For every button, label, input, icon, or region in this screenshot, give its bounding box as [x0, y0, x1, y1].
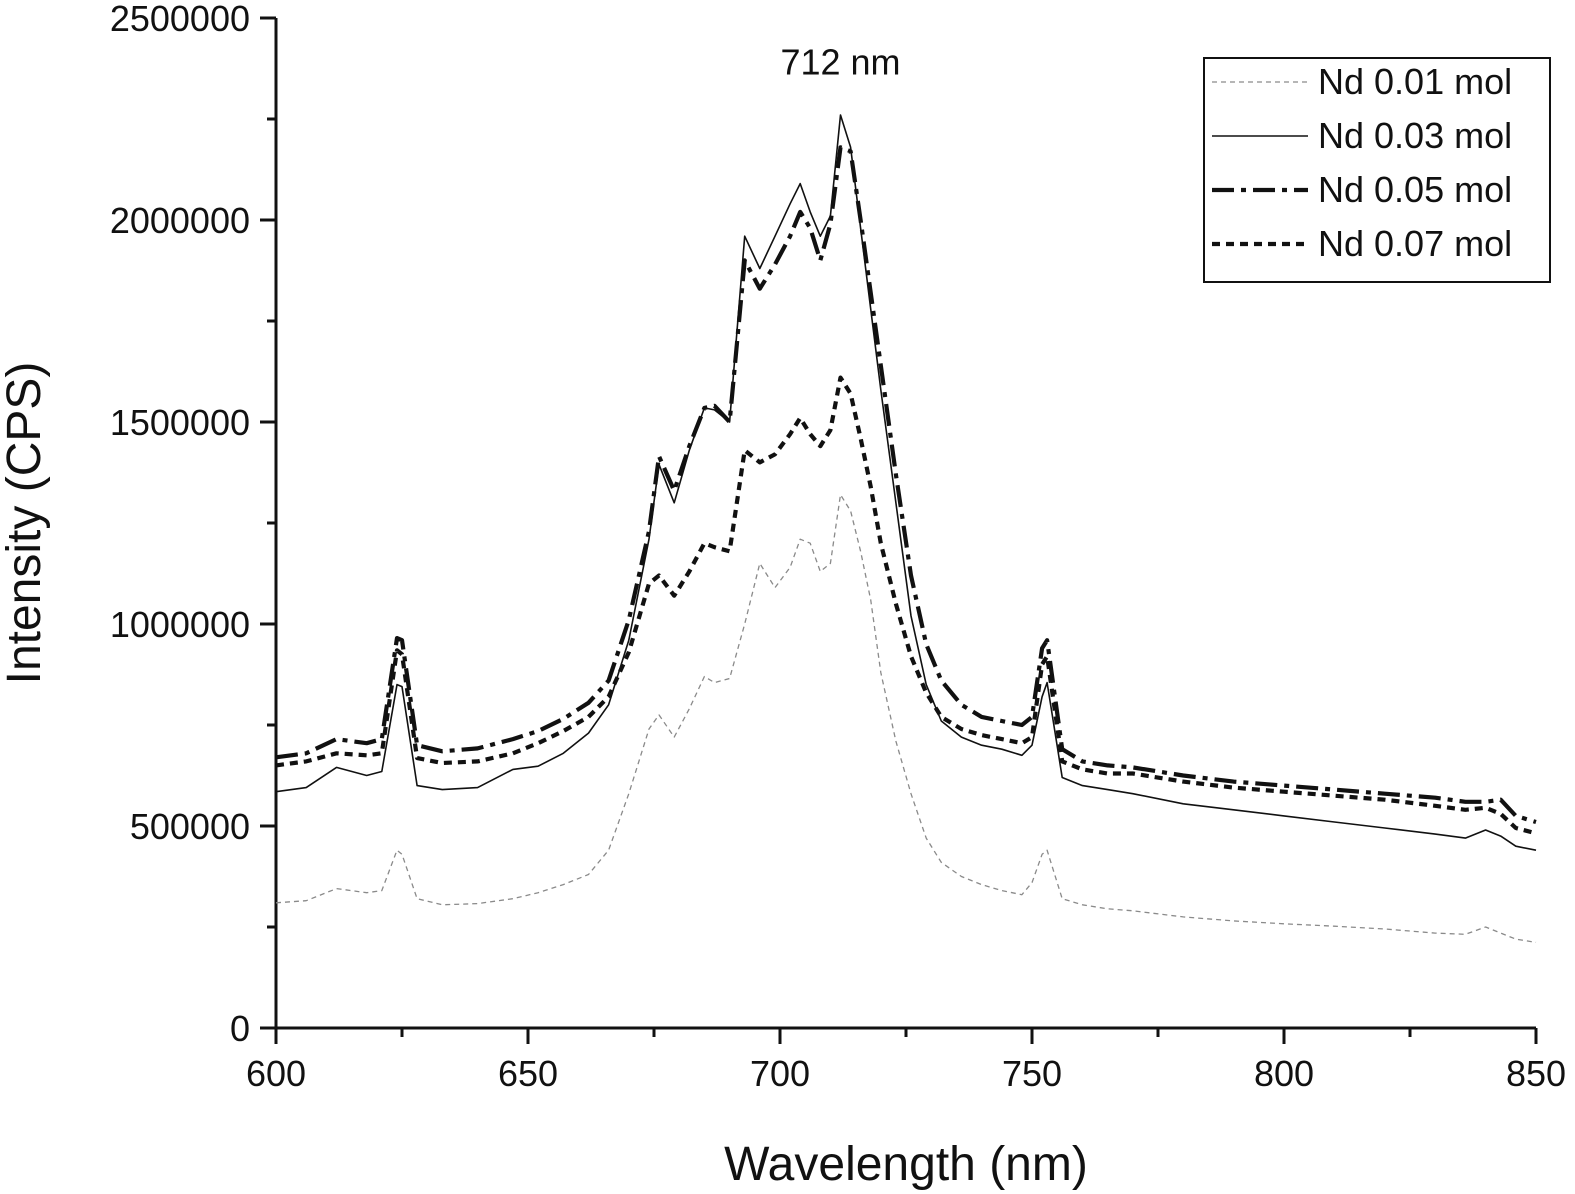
series-lines — [275, 114, 1537, 944]
series-line-3 — [275, 145, 1537, 825]
axes: 600 650 700 750 800 850 0 500000 1000000 1500000 2… — [110, 0, 1566, 1094]
y-tick-label: 2500000 — [110, 0, 250, 39]
y-tick-label: 1000000 — [110, 604, 250, 645]
x-tick-label: 600 — [246, 1053, 306, 1094]
legend-label: Nd 0.07 mol — [1318, 223, 1512, 264]
peak-annotation: 712 nm — [780, 42, 900, 83]
series-line-2 — [275, 114, 1537, 851]
x-tick-label: 700 — [750, 1053, 810, 1094]
y-tick-label: 500000 — [130, 806, 250, 847]
annotations: 712 nm — [780, 42, 900, 83]
x-tick-label: 750 — [1002, 1053, 1062, 1094]
series-line-4 — [275, 375, 1537, 836]
legend: Nd 0.01 mol Nd 0.03 mol Nd 0.05 mol Nd 0.07… — [1203, 57, 1551, 283]
x-tick-label: 800 — [1254, 1053, 1314, 1094]
y-tick-label: 2000000 — [110, 200, 250, 241]
x-tick-label: 850 — [1506, 1053, 1566, 1094]
y-tick-label: 0 — [230, 1008, 250, 1049]
legend-label: Nd 0.01 mol — [1318, 61, 1512, 102]
x-axis-title: Wavelength (nm) — [724, 1138, 1088, 1191]
series-line-1 — [275, 494, 1537, 944]
legend-label: Nd 0.05 mol — [1318, 169, 1512, 210]
x-tick-label: 650 — [498, 1053, 558, 1094]
y-tick-label: 1500000 — [110, 402, 250, 443]
legend-label: Nd 0.03 mol — [1318, 115, 1512, 156]
y-axis-title: Intensity (CPS) — [0, 362, 51, 685]
